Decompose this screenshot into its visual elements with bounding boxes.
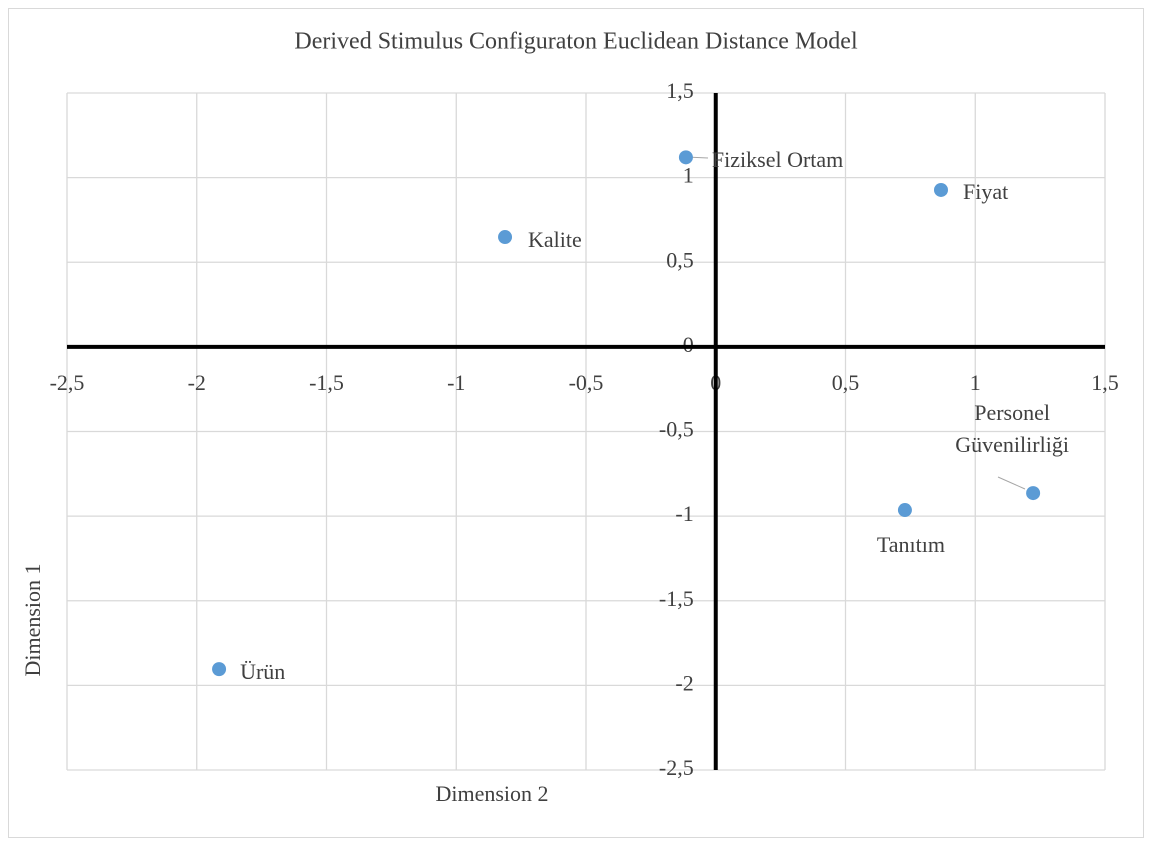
- y-tick-label: 0,5: [666, 247, 694, 272]
- y-tick-label: -2,5: [659, 755, 694, 780]
- y-tick-label: -1: [675, 501, 693, 526]
- data-point: [1026, 486, 1041, 501]
- x-tick-label: -1,5: [309, 370, 344, 395]
- y-tick-label: -2: [675, 670, 693, 695]
- x-tick-label: 1: [970, 370, 981, 395]
- leader-line: [997, 476, 1026, 490]
- chart-title: Derived Stimulus Configuraton Euclidean …: [294, 29, 858, 55]
- y-tick-label: 1,5: [666, 78, 694, 103]
- x-tick-label: -2,5: [50, 370, 85, 395]
- point-label: Tanıtım: [876, 532, 945, 558]
- y-tick-label: -0,5: [659, 417, 694, 442]
- point-label: Fiyat: [962, 178, 1009, 204]
- data-point: [897, 503, 912, 518]
- x-tick-label: -1: [447, 370, 465, 395]
- y-tick-label: 0: [683, 332, 694, 357]
- x-tick-label: -2: [188, 370, 206, 395]
- data-point: [212, 662, 227, 677]
- point-label: Kalite: [528, 227, 582, 253]
- point-label: Ürün: [240, 659, 286, 685]
- data-point: [933, 182, 948, 197]
- x-tick-label: 1,5: [1091, 370, 1119, 395]
- chart-border: [8, 8, 1144, 838]
- y-tick-label: 1: [683, 163, 694, 188]
- y-axis-title: Dimension 1: [20, 563, 45, 676]
- point-label: Fiziksel Ortam: [711, 147, 844, 173]
- x-tick-label: -0,5: [569, 370, 604, 395]
- x-tick-label: 0,5: [832, 370, 860, 395]
- x-axis-title: Dimension 2: [435, 781, 548, 806]
- y-tick-label: -1,5: [659, 586, 694, 611]
- data-point: [678, 150, 693, 165]
- point-label: Personel Güvenilirliği: [955, 400, 1069, 458]
- data-point: [498, 230, 513, 245]
